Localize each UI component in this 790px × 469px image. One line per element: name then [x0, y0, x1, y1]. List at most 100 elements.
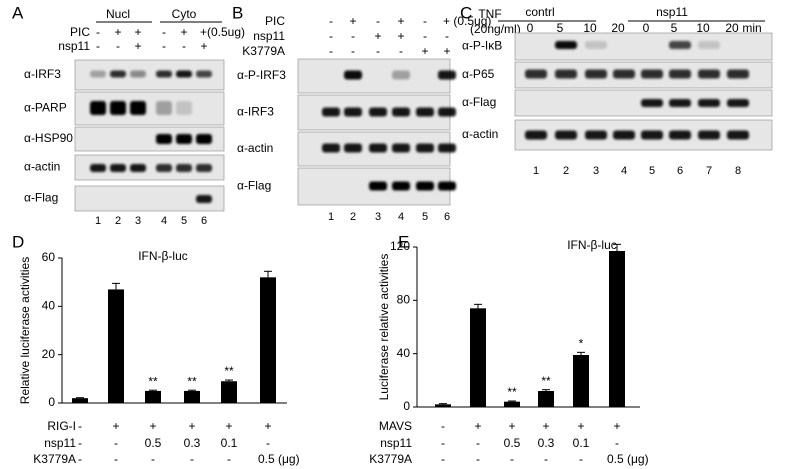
significance-label: ** — [187, 374, 197, 388]
time-unit: min — [742, 21, 761, 35]
blot-band — [416, 107, 434, 117]
lane-number: 8 — [735, 165, 741, 177]
antibody-label: α-HSP90 — [24, 131, 73, 145]
bar — [145, 390, 161, 403]
condition-cell: - — [351, 29, 355, 43]
lane-number: 5 — [649, 165, 655, 177]
row-cell: - — [78, 436, 82, 450]
blot-band — [525, 130, 547, 140]
blot-band — [669, 130, 691, 140]
blot-band — [669, 69, 691, 79]
antibody-label: α-Flag — [24, 191, 58, 205]
blot-band — [613, 69, 635, 79]
condition-cell: - — [376, 44, 380, 58]
antibody-label: α-actin — [24, 160, 60, 174]
row-cell: 0.3 — [184, 436, 201, 450]
condition-cell: +(0.5ug) — [200, 25, 245, 39]
condition-cell: - — [329, 44, 333, 58]
time-label: 20 — [611, 21, 625, 35]
row-cell: - — [615, 436, 619, 450]
blot-band — [344, 107, 362, 117]
row-cell: + — [542, 419, 549, 433]
row-cell: 0.3 — [538, 436, 555, 450]
lane-number: 6 — [444, 211, 450, 223]
blot-band — [438, 107, 456, 117]
row-cell: - — [544, 452, 548, 466]
blot-band — [698, 99, 720, 107]
antibody-label: α-P-IRF3 — [237, 68, 286, 82]
blot-band — [698, 41, 720, 49]
row-cell: - — [78, 419, 82, 433]
blot-band — [669, 41, 691, 49]
significance-label: ** — [224, 364, 234, 378]
blot-band — [110, 101, 126, 115]
blot-band — [727, 69, 749, 79]
row-cell: - — [78, 452, 82, 466]
antibody-label: α-P65 — [462, 67, 495, 81]
bar — [72, 398, 88, 403]
blot-band — [196, 70, 212, 78]
condition-cell: + — [134, 25, 141, 39]
condition-cell: - — [329, 29, 333, 43]
blot-band — [727, 99, 749, 107]
chart-title: IFN-β-luc — [138, 249, 188, 263]
y-tick-label: 0 — [48, 395, 55, 409]
blot-band — [369, 181, 387, 191]
blot-band — [585, 41, 607, 49]
bar — [108, 289, 124, 403]
y-axis-label: Luciferase relative activities — [377, 254, 391, 401]
row-cell: + — [577, 419, 584, 433]
row-cell: + — [613, 419, 620, 433]
blot-band — [392, 107, 410, 117]
y-tick-label: 40 — [397, 346, 411, 360]
row-cell: - — [190, 452, 194, 466]
condition-label: PIC — [265, 14, 285, 28]
condition-label: K3779A — [242, 44, 285, 58]
time-label: 0 — [527, 21, 534, 35]
blot-band — [698, 69, 720, 79]
blot-band — [392, 181, 410, 191]
antibody-label: α-P-IκB — [462, 39, 502, 53]
row-cell: - — [227, 452, 231, 466]
row-cell: + — [149, 419, 156, 433]
blot-band — [585, 69, 607, 79]
condition-label: nsp11 — [58, 39, 90, 53]
condition-label: nsp11 — [253, 29, 285, 43]
blot-band — [416, 143, 434, 153]
row-cell: + — [112, 419, 119, 433]
y-tick-label: 120 — [390, 239, 410, 253]
lane-number: 5 — [422, 211, 428, 223]
blot-band — [438, 143, 456, 153]
row-cell: + — [225, 419, 232, 433]
blot-band — [669, 99, 691, 107]
row-cell: - — [441, 436, 445, 450]
condition-cell: - — [162, 39, 166, 53]
blot-band — [110, 164, 126, 172]
time-label: 5 — [557, 21, 564, 35]
lane-number: 1 — [328, 211, 334, 223]
condition-cell: + — [349, 14, 356, 28]
blot-band — [438, 70, 456, 80]
condition-cell: - — [423, 14, 427, 28]
row-cell: + — [474, 419, 481, 433]
chart-title: IFN-β-luc — [567, 238, 617, 252]
bar — [470, 308, 486, 407]
blot-band — [322, 143, 340, 153]
bar — [504, 401, 520, 407]
condition-cell: - — [182, 39, 186, 53]
blot-band — [156, 70, 172, 78]
row-cell: - — [441, 452, 445, 466]
condition-label: PIC — [70, 25, 90, 39]
blot-band — [176, 134, 192, 144]
blot-band — [156, 101, 172, 115]
blot-band — [90, 101, 106, 115]
blot-band — [90, 164, 106, 172]
row-cell: - — [266, 436, 270, 450]
antibody-label: α-actin — [237, 141, 273, 155]
blot-band — [156, 134, 172, 144]
significance-label: ** — [541, 374, 551, 388]
blot-band — [698, 130, 720, 140]
condition-cell: + — [397, 29, 404, 43]
blot-band — [110, 70, 126, 78]
bar — [538, 391, 554, 407]
